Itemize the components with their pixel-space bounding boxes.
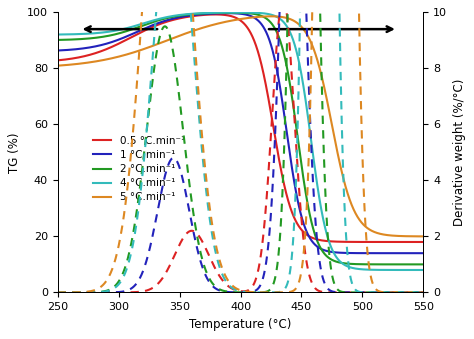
Y-axis label: TG (%): TG (%) — [9, 132, 21, 173]
Y-axis label: Derivative weight (%/°C): Derivative weight (%/°C) — [453, 79, 465, 226]
X-axis label: Temperature (°C): Temperature (°C) — [189, 318, 292, 331]
Legend: 0.5 °C.min⁻¹, 1 °C.min⁻¹, 2 °C.min⁻¹, 4 °C.min⁻¹, 5 °C.min⁻¹: 0.5 °C.min⁻¹, 1 °C.min⁻¹, 2 °C.min⁻¹, 4 … — [89, 132, 189, 207]
